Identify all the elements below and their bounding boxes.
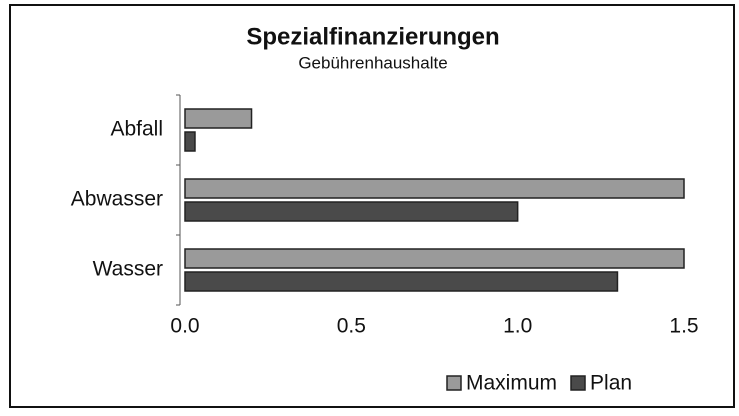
x-tick-label: 0.5 bbox=[337, 315, 366, 338]
legend-label: Maximum bbox=[466, 372, 557, 395]
bar bbox=[184, 108, 253, 129]
legend-swatch bbox=[570, 375, 586, 391]
bar bbox=[184, 201, 519, 222]
chart-subtitle: Gebührenhaushalte bbox=[298, 53, 447, 72]
x-tick-label: 1.0 bbox=[503, 315, 532, 338]
bar bbox=[184, 271, 619, 292]
bar bbox=[184, 178, 685, 199]
chart-title: Spezialfinanzierungen bbox=[246, 23, 499, 50]
bar bbox=[184, 248, 685, 269]
y-tick-label: Abwasser bbox=[71, 188, 163, 211]
legend-label: Plan bbox=[590, 372, 632, 395]
legend-swatch bbox=[446, 375, 462, 391]
bar bbox=[184, 131, 196, 152]
x-tick-label: 1.5 bbox=[669, 315, 698, 338]
y-tick-label: Wasser bbox=[93, 258, 163, 281]
x-tick-label: 0.0 bbox=[170, 315, 199, 338]
y-tick-label: Abfall bbox=[110, 118, 163, 141]
